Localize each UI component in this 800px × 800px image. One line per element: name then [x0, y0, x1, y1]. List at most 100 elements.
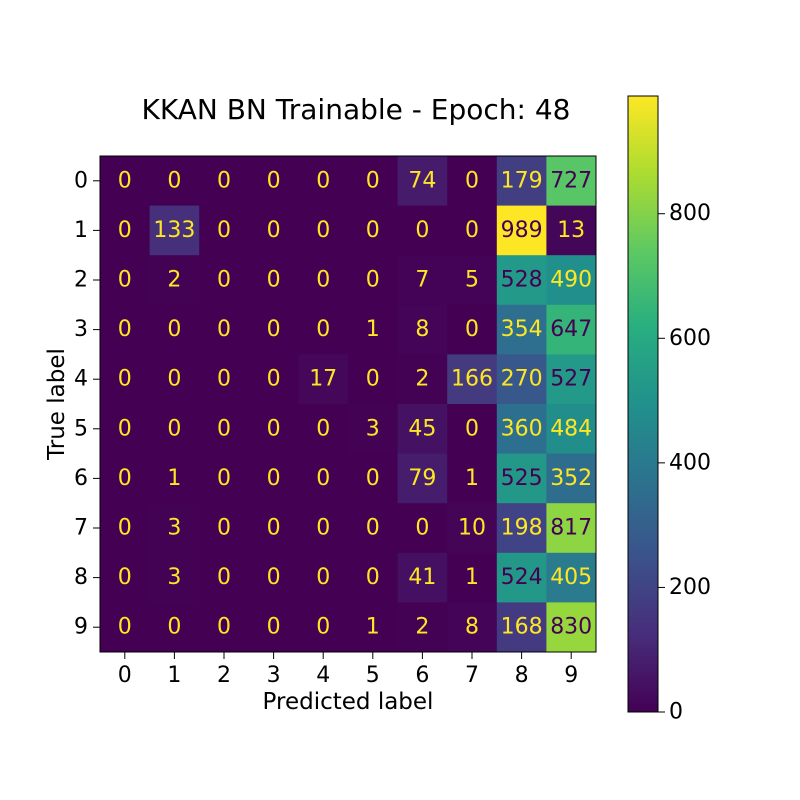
colorbar-tick-label: 0 [669, 700, 683, 725]
cell-value-label: 2 [415, 367, 429, 392]
chart-title: KKAN BN Trainable - Epoch: 48 [141, 93, 570, 126]
cell-value-label: 0 [465, 416, 479, 441]
heatmap-cell [546, 205, 597, 256]
heatmap-cell [397, 354, 448, 405]
cell-value-label: 0 [118, 565, 132, 590]
cell-value-label: 0 [217, 516, 231, 541]
heatmap-cell [149, 602, 200, 653]
colorbar [627, 95, 659, 713]
heatmap-cells [100, 156, 597, 653]
heatmap-cell [496, 453, 547, 504]
heatmap-cell [348, 602, 399, 653]
y-tick-label: 6 [74, 466, 88, 491]
cell-value-label: 0 [267, 416, 281, 441]
heatmap-cell [546, 602, 597, 653]
cell-value-label: 490 [550, 268, 592, 293]
cell-value-label: 0 [217, 466, 231, 491]
heatmap-cell [348, 503, 399, 554]
cell-value-label: 0 [316, 218, 330, 243]
heatmap-cell [546, 404, 597, 455]
cell-value-label: 5 [465, 268, 479, 293]
heatmap-cell [447, 156, 498, 207]
cell-value-label: 7 [415, 268, 429, 293]
cell-value-label: 484 [550, 416, 592, 441]
heatmap-cell [149, 503, 200, 554]
heatmap-cell [496, 602, 547, 653]
cell-value-label: 0 [217, 268, 231, 293]
cell-value-label: 352 [550, 466, 592, 491]
cell-value-label: 0 [118, 516, 132, 541]
cell-value-label: 989 [501, 218, 543, 243]
heatmap-cell [100, 255, 151, 306]
colorbar-tick-label: 600 [669, 326, 711, 351]
heatmap-cell [199, 552, 250, 603]
heatmap-cell [248, 404, 299, 455]
x-tick-label: 9 [564, 663, 578, 688]
x-axis-label: Predicted label [263, 689, 434, 715]
heatmap-cell [496, 503, 547, 554]
heatmap-cell [149, 156, 200, 207]
heatmap-cell [248, 503, 299, 554]
cell-value-label: 0 [118, 615, 132, 640]
cell-value-label: 3 [366, 416, 380, 441]
y-tick-label: 9 [74, 615, 88, 640]
cell-value-label: 0 [267, 516, 281, 541]
cell-value-label: 727 [550, 168, 592, 193]
heatmap-cell [248, 304, 299, 355]
heatmap-cell [447, 304, 498, 355]
heatmap-cell [199, 205, 250, 256]
cell-value-label: 2 [167, 268, 181, 293]
cell-value-label: 0 [118, 466, 132, 491]
y-tick-label: 0 [74, 168, 88, 193]
heatmap-cell [447, 255, 498, 306]
heatmap-cell [546, 255, 597, 306]
cell-value-label: 0 [118, 168, 132, 193]
cell-value-label: 0 [316, 268, 330, 293]
y-tick-label: 1 [74, 218, 88, 243]
cell-value-label: 0 [167, 615, 181, 640]
cell-value-label: 0 [118, 416, 132, 441]
cell-value-label: 1 [465, 466, 479, 491]
heatmap-cell [348, 453, 399, 504]
heatmap-cell [298, 304, 349, 355]
cell-value-label: 0 [267, 218, 281, 243]
cell-value-label: 10 [458, 516, 486, 541]
heatmap-cell [496, 255, 547, 306]
cell-value-label: 3 [167, 516, 181, 541]
cell-value-label: 0 [267, 168, 281, 193]
cell-value-label: 525 [501, 466, 543, 491]
heatmap-cell [149, 552, 200, 603]
heatmap-cell [100, 354, 151, 405]
cell-value-label: 0 [118, 218, 132, 243]
cell-value-label: 528 [501, 268, 543, 293]
heatmap-cell [298, 156, 349, 207]
cell-value-label: 1 [167, 466, 181, 491]
cell-value-label: 1 [465, 565, 479, 590]
heatmap-cell [397, 255, 448, 306]
heatmap-cell [298, 453, 349, 504]
heatmap-cell [546, 354, 597, 405]
cell-value-label: 0 [217, 615, 231, 640]
heatmap-cell [348, 205, 399, 256]
heatmap-cell [496, 404, 547, 455]
cell-value-label: 0 [366, 466, 380, 491]
cell-value-label: 524 [501, 565, 543, 590]
heatmap-cell [447, 205, 498, 256]
heatmap-cell [348, 404, 399, 455]
cell-value-label: 0 [167, 367, 181, 392]
heatmap-cell [199, 354, 250, 405]
heatmap-cell [447, 404, 498, 455]
heatmap-cell [199, 304, 250, 355]
x-tick-label: 4 [316, 663, 330, 688]
cell-value-label: 0 [118, 367, 132, 392]
heatmap-cell [447, 602, 498, 653]
heatmap-cell [348, 304, 399, 355]
heatmap-cell [199, 404, 250, 455]
y-axis-label: True label [44, 348, 70, 461]
heatmap-cell [447, 503, 498, 554]
heatmap-cell [248, 255, 299, 306]
heatmap-cell [100, 304, 151, 355]
cell-value-label: 13 [557, 218, 585, 243]
cell-value-label: 0 [167, 317, 181, 342]
